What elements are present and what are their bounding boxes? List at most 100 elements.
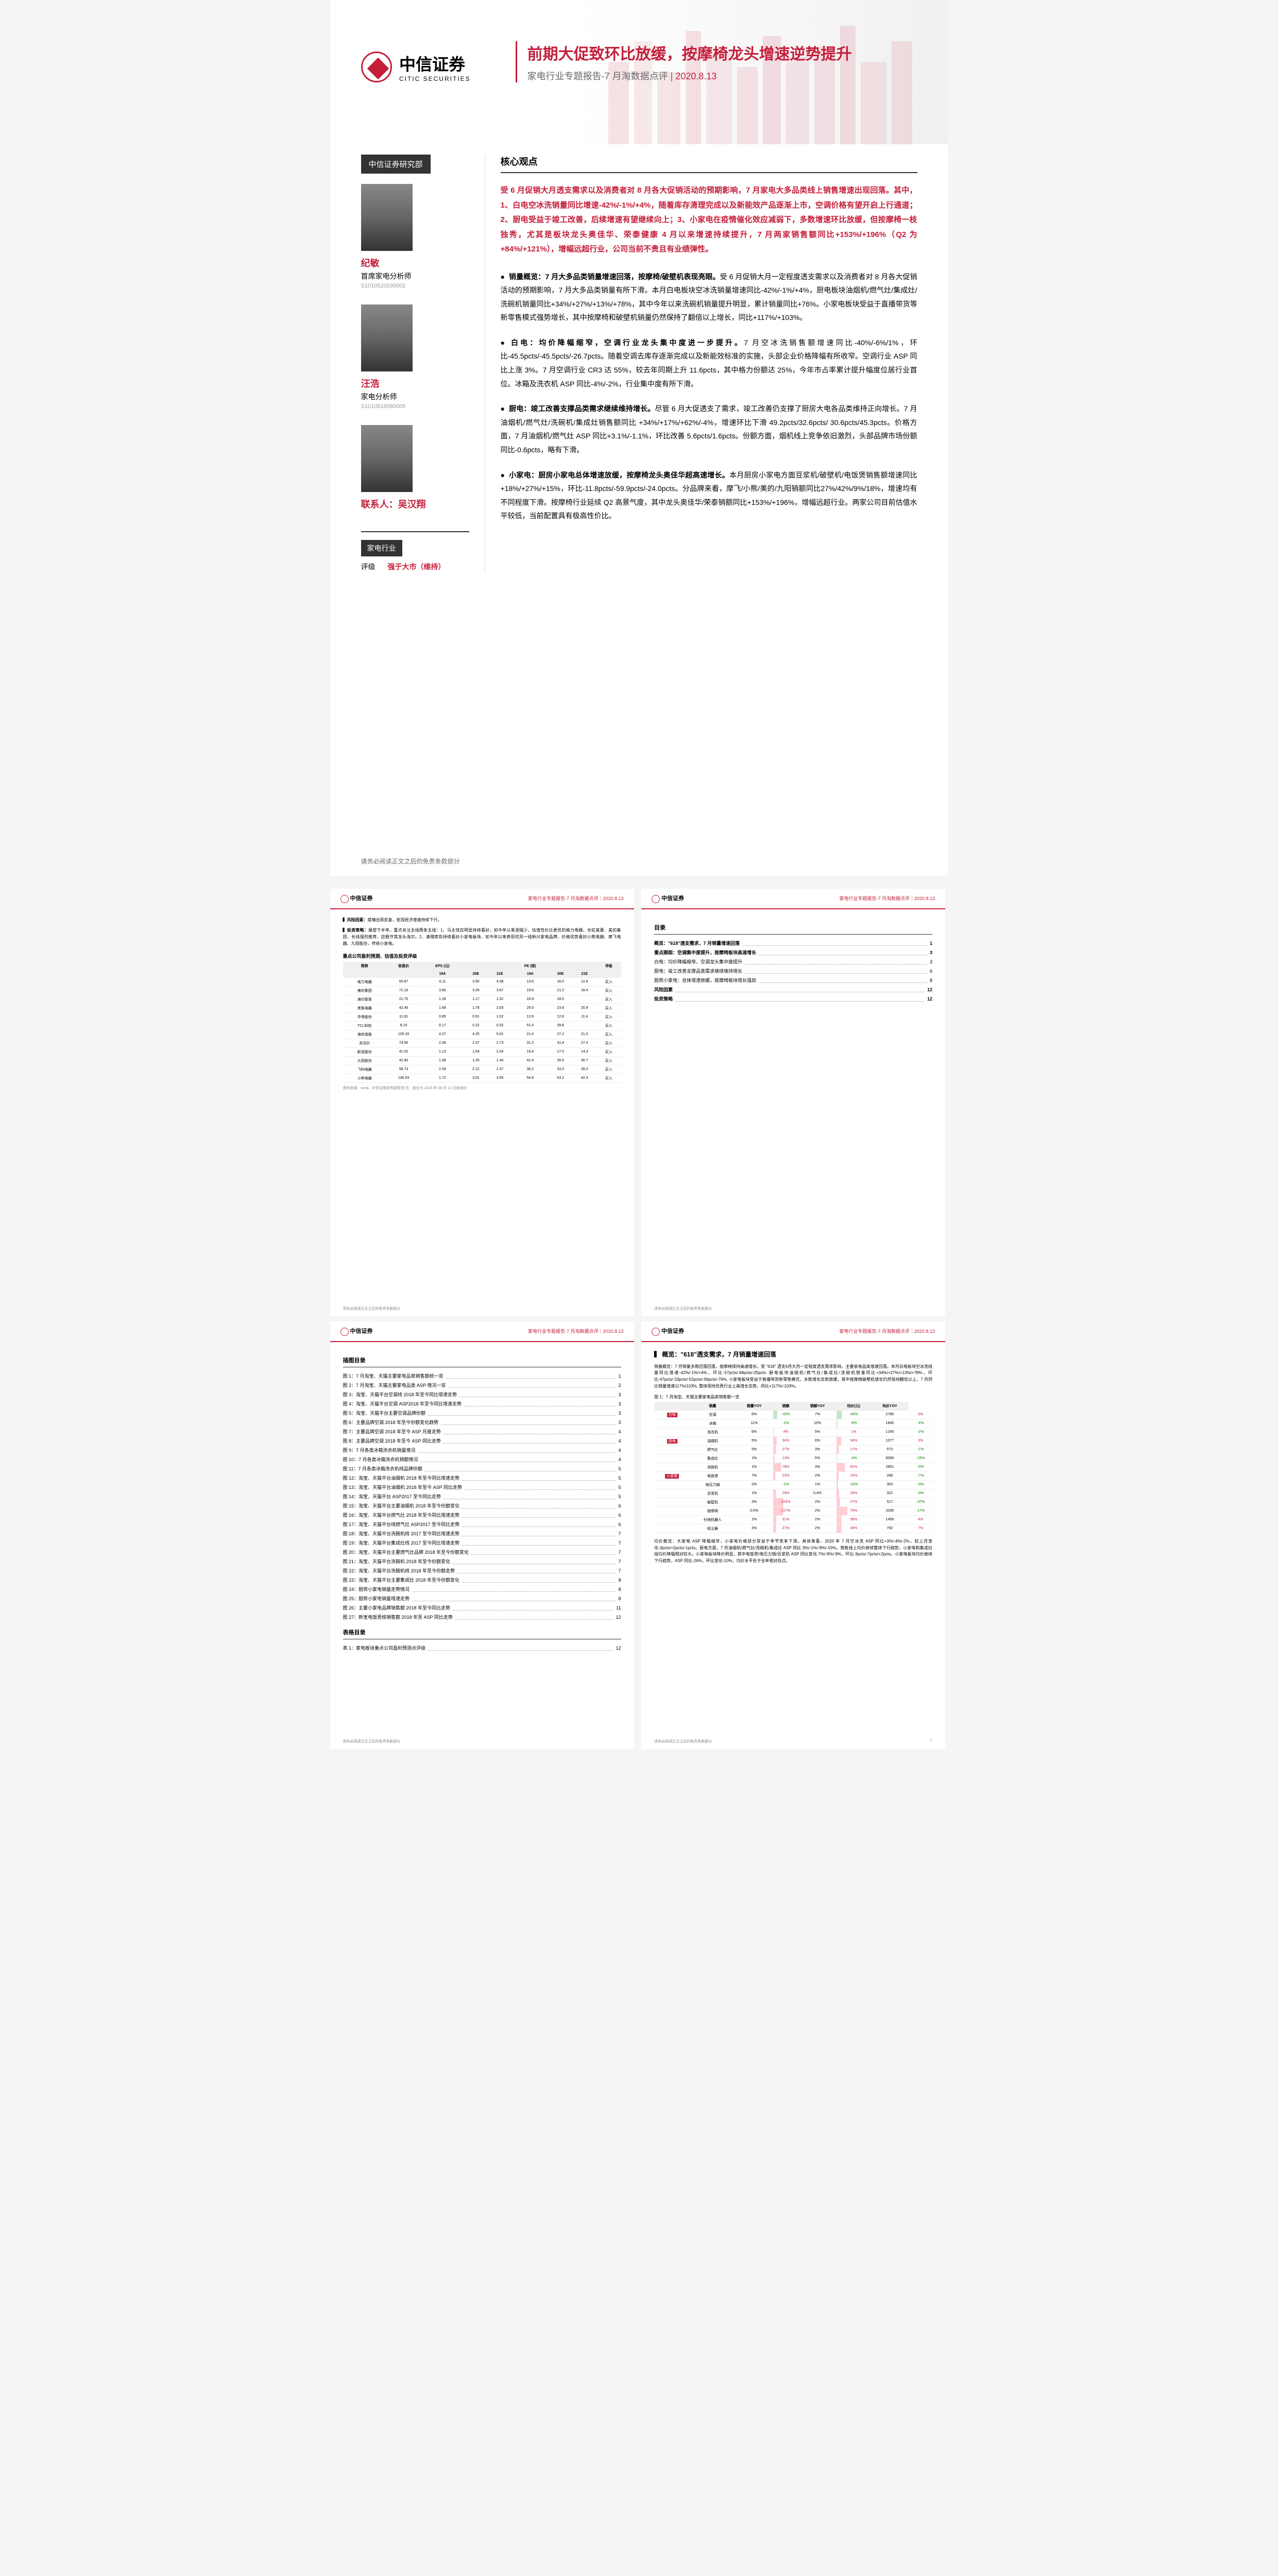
table-row: 美的集团71.103.603.353.8719.821.218.4买入 — [343, 986, 621, 995]
figure-toc-item: 图 21：淘宝、天猫平台洗碗机 2018 年至今份额变化7 — [343, 1557, 621, 1566]
table-row: 老板电器42.401.681.782.0325.023.820.9买入 — [343, 1004, 621, 1012]
figure-toc-item: 图 26：主要小家电品牌销售额 2018 年至今同比走势11 — [343, 1603, 621, 1613]
analyst-role: 首席家电分析师 — [361, 271, 469, 281]
table-row: 豆浆机1%29%0.4%18%322-9% — [654, 1489, 932, 1498]
page-1: 中信证券 CITIC SECURITIES 前期大促致环比放缓，按摩椅龙头增速逆… — [330, 0, 948, 876]
page-2: 中信证券 家电行业专题报告-7 月淘数据点评｜2020.8.13 ▍风险因素：疫… — [330, 889, 634, 1316]
analyst-role: 家电分析师 — [361, 392, 469, 402]
analyst-code: S1010518080005 — [361, 403, 469, 410]
table-row: 吸尘器3%27%2%36%7927% — [654, 1524, 932, 1533]
table-row: 燃气灶5%27%3%17%573-1% — [654, 1445, 932, 1454]
figure-toc-item: 图 11：7 月各类冰箱洗衣机线品牌份额5 — [343, 1464, 621, 1473]
small-header: 中信证券 家电行业专题报告-7 月淘数据点评｜2020.8.13 — [641, 1321, 945, 1342]
sidebar: 中信证券研究部 纪敏 首席家电分析师 S1010520030002 汪浩 家电分… — [361, 155, 485, 572]
small-header: 中信证券 家电行业专题报告-7 月淘数据点评｜2020.8.13 — [641, 889, 945, 909]
analyst-photo — [361, 184, 413, 251]
toc-item: 厨电：竣工改善支撑品类需求继续维持增长6 — [654, 967, 932, 976]
figure-toc-item: 图 10：7 月各类冰箱洗衣机销额情况4 — [343, 1455, 621, 1464]
toc-item: 投资策略12 — [654, 994, 932, 1004]
main-title: 前期大促致环比放缓，按摩椅龙头增速逆势提升 — [527, 41, 852, 64]
sub-title: 家电行业专题报告-7 月淘数据点评 | 2020.8.13 — [527, 69, 852, 82]
figure-toc-item: 图 5：淘宝、天猫平台主要空调品牌份额3 — [343, 1409, 621, 1418]
sales-table: 销量销量YOY销额销额YOY均价(元)均价YOY 白电空调6%-42%7%-40… — [654, 1402, 932, 1533]
toc-item: 重点跟踪：空调集中度提升，按摩椅板块高速增长3 — [654, 948, 932, 957]
logo-en: CITIC SECURITIES — [399, 75, 471, 82]
page-5: 中信证券 家电行业专题报告-7 月淘数据点评｜2020.8.13 ▍ 概览："6… — [641, 1321, 945, 1749]
logo-area: 中信证券 CITIC SECURITIES — [361, 52, 471, 82]
figure-toc-item: 图 13：淘宝、天猫平台油烟机 2018 年至今 ASP 同比走势5 — [343, 1483, 621, 1492]
figure-toc-item: 图 9：7 月各类冰箱洗衣机销量情况4 — [343, 1446, 621, 1455]
figure-toc-item: 图 12：淘宝、天猫平台油烟机 2018 年至今同比增速走势5 — [343, 1473, 621, 1483]
table-row: 新宝股份41.021.131.542.0419.417.014.3买入 — [343, 1047, 621, 1056]
analyst-block: 联系人：吴汉翔 — [361, 425, 469, 511]
analyst-name: 汪浩 — [361, 377, 469, 390]
logo-cn: 中信证券 — [399, 52, 471, 75]
header-background: 中信证券 CITIC SECURITIES 前期大促致环比放缓，按摩椅龙头增速逆… — [330, 0, 948, 144]
table-row: 华帝股份11.910.850.911.0213.912.811.4买入 — [343, 1012, 621, 1021]
small-logo: 中信证券 — [652, 1327, 684, 1336]
toc-item: 概览："618"透支需求，7 月销量增速回落1 — [654, 939, 932, 948]
table-row: 小家电电饭煲7%23%2%15%268-7% — [654, 1471, 932, 1480]
bullet-item: 销量概览：7 月大多品类销量增速回落，按摩椅/破壁机表现亮眼。受 6 月促销大月… — [501, 270, 917, 325]
figure-toc-item: 图 4：淘宝、天猫平台空调 ASP2018 年至今同比增速走势3 — [343, 1399, 621, 1409]
core-title: 核心观点 — [501, 155, 917, 173]
table-row: 小熊电器145.531.723.013.5954.953.242.3买入 — [343, 1074, 621, 1082]
small-doc-title: 家电行业专题报告-7 月淘数据点评｜2020.8.13 — [528, 895, 624, 902]
title-area: 前期大促致环比放缓，按摩椅龙头增速逆势提升 家电行业专题报告-7 月淘数据点评 … — [516, 41, 852, 82]
figure-toc-item: 图 18：淘宝、天猫平台洗碗机线 2017 至今同比增速走势7 — [343, 1529, 621, 1538]
overview-para2: 均价概览：大家电 ASP 降幅缩窄，小家电价格部分受益于季节竞争下滑。具体来看，… — [654, 1538, 932, 1565]
figure-toc-title: 插图目录 — [343, 1356, 621, 1367]
small-logo: 中信证券 — [340, 894, 373, 903]
table-row: 海信视像105.334.274.255.0121.427.221.0买入 — [343, 1030, 621, 1039]
logo-icon — [361, 52, 392, 82]
table-row: 海尔智家21.701.281.171.3216.918.5买入 — [343, 995, 621, 1004]
industry-box: 家电行业 评级 强于大市（维持） — [361, 531, 469, 572]
table-row: 冰箱11%-1%10%-6%1645-4% — [654, 1419, 932, 1428]
table-row: 九阳股份41.801.081.251.4441.435.630.7买入 — [343, 1056, 621, 1065]
figure-toc-item: 图 16：淘宝、天猫平台燃气灶 2018 年至今同比增速走势6 — [343, 1511, 621, 1520]
table-row: 破壁机3%103%2%27%517-37% — [654, 1498, 932, 1506]
main-content: 核心观点 受 6 月促销大月透支需求以及消费者对 8 月各大促销活动的预期影响，… — [485, 155, 917, 572]
small-header: 中信证券 家电行业专题报告-7 月淘数据点评｜2020.8.13 — [330, 1321, 634, 1342]
figure-toc-item: 图 6：主要品牌空调 2018 年至今份额变化趋势3 — [343, 1418, 621, 1427]
table-row: 按摩椅0.5%117%2%79%3336-17% — [654, 1506, 932, 1515]
figure-toc-item: 图 17：淘宝、天猫平台线燃气灶 ASP2017 至今同比走势6 — [343, 1520, 621, 1529]
footer-note: 请务必阅读正文之后的免责条款部分 — [361, 857, 460, 866]
overview-title: ▍ 概览："618"透支需求，7 月销量增速回落 — [654, 1350, 932, 1359]
table-toc-title: 表格目录 — [343, 1628, 621, 1639]
analyst-photo — [361, 425, 413, 492]
table-row: 厨电油烟机5%34%6%34%10773% — [654, 1436, 932, 1445]
figure-toc-item: 图 20：淘宝、天猫平台主要燃气灶品牌 2018 年至今份额变化7 — [343, 1548, 621, 1557]
figure-toc-item: 图 25：厨房小家电销量增速走势8 — [343, 1594, 621, 1603]
small-header: 中信证券 家电行业专题报告-7 月淘数据点评｜2020.8.13 — [330, 889, 634, 909]
figure-toc-item: 图 27：新宝电饭煲核销售额 2018 年至 ASP 同比走势12 — [343, 1613, 621, 1622]
bullet-item: 白电：均价降幅缩窄，空调行业龙头集中度进一步提升。7 月空冰洗销售额增速同比-4… — [501, 336, 917, 391]
dept-title: 中信证券研究部 — [361, 155, 431, 174]
figure-toc-item: 图 23：淘宝、天猫平台主要集成灶 2018 年至今份额变化8 — [343, 1575, 621, 1585]
table-row: 扫地机器人1%31%2%36%14564% — [654, 1515, 932, 1524]
figure-toc-item: 图 22：淘宝、天猫平台洗碗机线 2018 年至今份额走势7 — [343, 1566, 621, 1575]
small-logo: 中信证券 — [652, 894, 684, 903]
analyst-photo — [361, 304, 413, 371]
table-row: 飞科电器58.732.092.121.3736.233.328.3买入 — [343, 1065, 621, 1074]
bullet-item: 厨电：竣工改善支撑品类需求继续维持增长。尽管 6 月大促透支了需求，竣工改善仍支… — [501, 402, 917, 456]
figure-toc-item: 图 15：淘宝、天猫平台主要油烟机 2018 年至今份额变化6 — [343, 1501, 621, 1511]
analyst-code: S1010520030002 — [361, 283, 469, 289]
chart-title: 图 1：7 月淘宝、天猫主要家电品类销售额一览 — [654, 1394, 932, 1400]
analyst-name: 联系人：吴汉翔 — [361, 497, 469, 511]
figure-toc-item: 图 8：主要品牌空调 2018 年至今 ASP 同比走势4 — [343, 1436, 621, 1446]
table-row: 苏泊尔74.502.392.372.7331.231.427.3买入 — [343, 1039, 621, 1047]
risk-section: ▍风险因素：疫情出现反复，宏观经济增速持续下行。 — [343, 917, 621, 924]
figure-toc-item: 图 14：淘宝、天猫平台 ASP2017 至今同比走势5 — [343, 1492, 621, 1501]
analyst-name: 纪敏 — [361, 256, 469, 269]
table-row: 集成灶1%13%5%-4%5094-15% — [654, 1454, 932, 1463]
table-row: 洗衣机6%4%5%1%1245-2% — [654, 1428, 932, 1436]
analyst-block: 纪敏 首席家电分析师 S1010520030002 — [361, 184, 469, 289]
table-note: 资料来源：wind，中信证券研究部预测 注：股价为 2020 年 08 月 11… — [343, 1086, 621, 1091]
strategy-section: ▍投资策略：展望下半年，重点关注主线两条主线：1、马太效应明显持续看好，如今年以… — [343, 927, 621, 947]
earnings-table: 简称收盘价EPS (元)PE (倍)评级19A20E21E19A20E21E 格… — [343, 962, 621, 1083]
figure-toc-item: 图 2：7 月淘宝、天猫主要家电品类 ASP 情况一览2 — [343, 1381, 621, 1390]
toc-item: 厨房小家电：总体增速放缓，按摩椅板块增长强劲8 — [654, 976, 932, 985]
analyst-block: 汪浩 家电分析师 S1010518080005 — [361, 304, 469, 410]
toc-item: 风险因素12 — [654, 985, 932, 994]
